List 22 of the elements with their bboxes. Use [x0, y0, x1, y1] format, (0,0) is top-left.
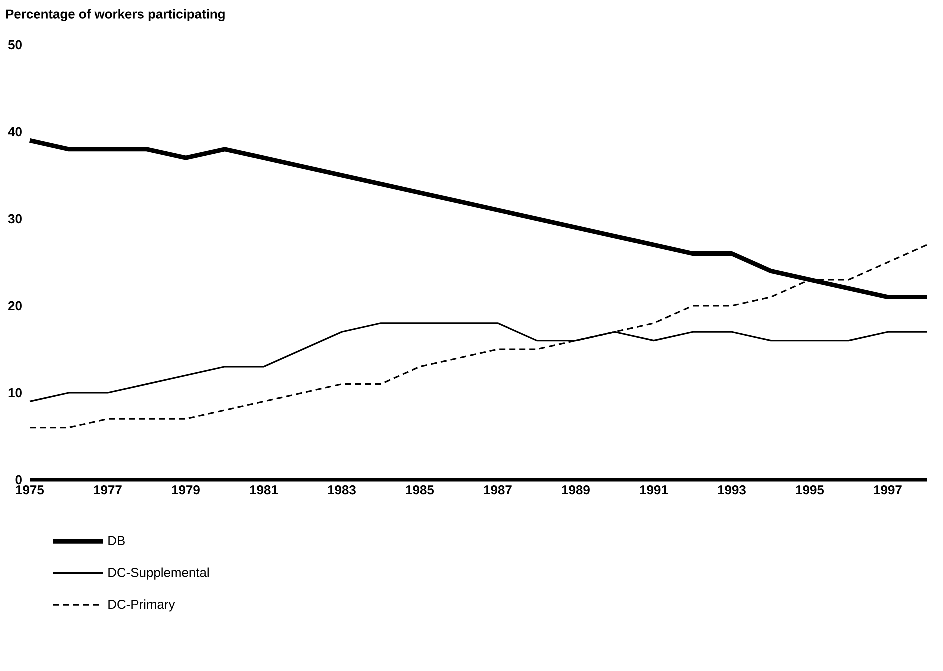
x-tick-label: 1985	[406, 486, 434, 495]
x-tick-label: 1983	[328, 486, 356, 495]
x-tick-label: 1989	[562, 486, 590, 495]
legend-label: DC-Supplemental	[108, 568, 209, 580]
x-tick-label: 1987	[484, 486, 512, 495]
x-tick-label: 1991	[640, 486, 668, 495]
x-tick-label: 1995	[796, 486, 824, 495]
y-tick-label: 20	[8, 301, 22, 311]
y-tick-label: 0	[16, 475, 22, 485]
x-tick-label: 1997	[874, 486, 902, 495]
y-axis-title: Percentage of workers participating	[6, 9, 225, 22]
legend-label: DC-Primary	[108, 600, 176, 612]
x-tick-label: 1993	[718, 486, 746, 495]
x-tick-label: 1977	[94, 486, 122, 495]
y-tick-label: 40	[8, 127, 22, 137]
legend-label: DB	[108, 536, 125, 546]
x-tick-label: 1975	[16, 486, 44, 495]
x-tick-label: 1979	[172, 486, 200, 495]
x-tick-label: 1981	[250, 486, 278, 495]
y-tick-label: 50	[8, 40, 22, 50]
y-tick-label: 30	[8, 214, 22, 224]
y-tick-label: 10	[8, 388, 22, 398]
